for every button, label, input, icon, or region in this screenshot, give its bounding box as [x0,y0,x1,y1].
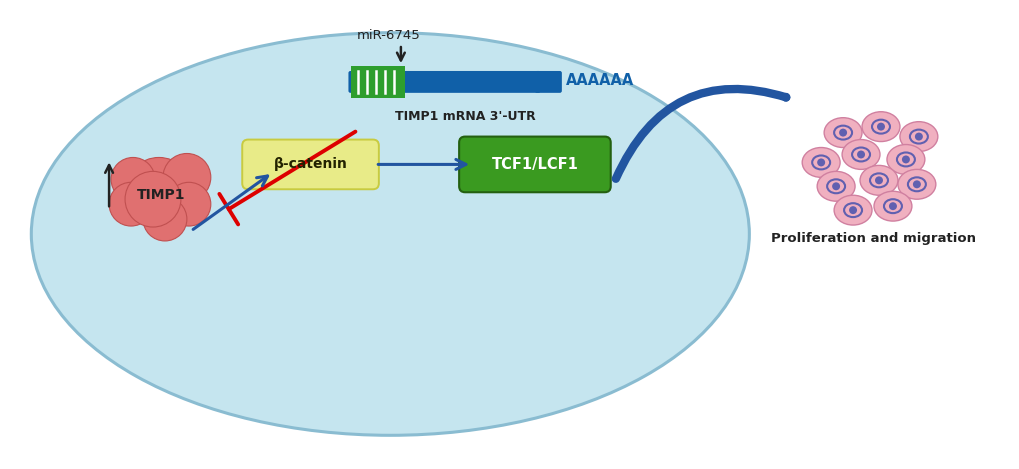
Circle shape [839,129,846,136]
Circle shape [912,180,920,188]
Ellipse shape [816,171,854,201]
Circle shape [111,158,155,201]
Ellipse shape [897,169,934,199]
Circle shape [816,159,824,166]
FancyBboxPatch shape [242,140,378,189]
Circle shape [874,176,882,184]
Ellipse shape [861,112,899,142]
Circle shape [901,155,909,163]
Circle shape [143,197,186,241]
FancyBboxPatch shape [534,71,561,93]
Text: TCF1/LCF1: TCF1/LCF1 [491,157,578,172]
Ellipse shape [899,121,936,151]
Circle shape [914,133,922,141]
Text: Proliferation and migration: Proliferation and migration [769,232,974,245]
FancyBboxPatch shape [348,71,371,93]
Circle shape [163,153,211,201]
Circle shape [856,151,864,159]
Ellipse shape [859,166,897,195]
FancyArrowPatch shape [615,89,786,179]
FancyBboxPatch shape [352,66,405,98]
Circle shape [109,182,153,226]
Ellipse shape [842,140,879,169]
Text: β-catenin: β-catenin [273,158,347,171]
Ellipse shape [801,148,840,177]
Ellipse shape [887,144,924,174]
Ellipse shape [823,118,861,148]
Text: TIMP1 mRNA 3'-UTR: TIMP1 mRNA 3'-UTR [394,110,535,123]
Circle shape [848,206,856,214]
Circle shape [876,123,884,131]
Ellipse shape [32,33,749,435]
Text: TIMP1: TIMP1 [137,188,185,202]
Circle shape [125,158,193,225]
Circle shape [889,202,896,210]
FancyBboxPatch shape [368,71,539,93]
Circle shape [125,171,180,227]
FancyBboxPatch shape [459,136,610,192]
Text: AAAAAA: AAAAAA [566,74,634,89]
Text: miR-6745: miR-6745 [356,29,420,42]
Circle shape [832,182,840,190]
Ellipse shape [873,191,911,221]
Circle shape [167,182,211,226]
Ellipse shape [834,195,871,225]
